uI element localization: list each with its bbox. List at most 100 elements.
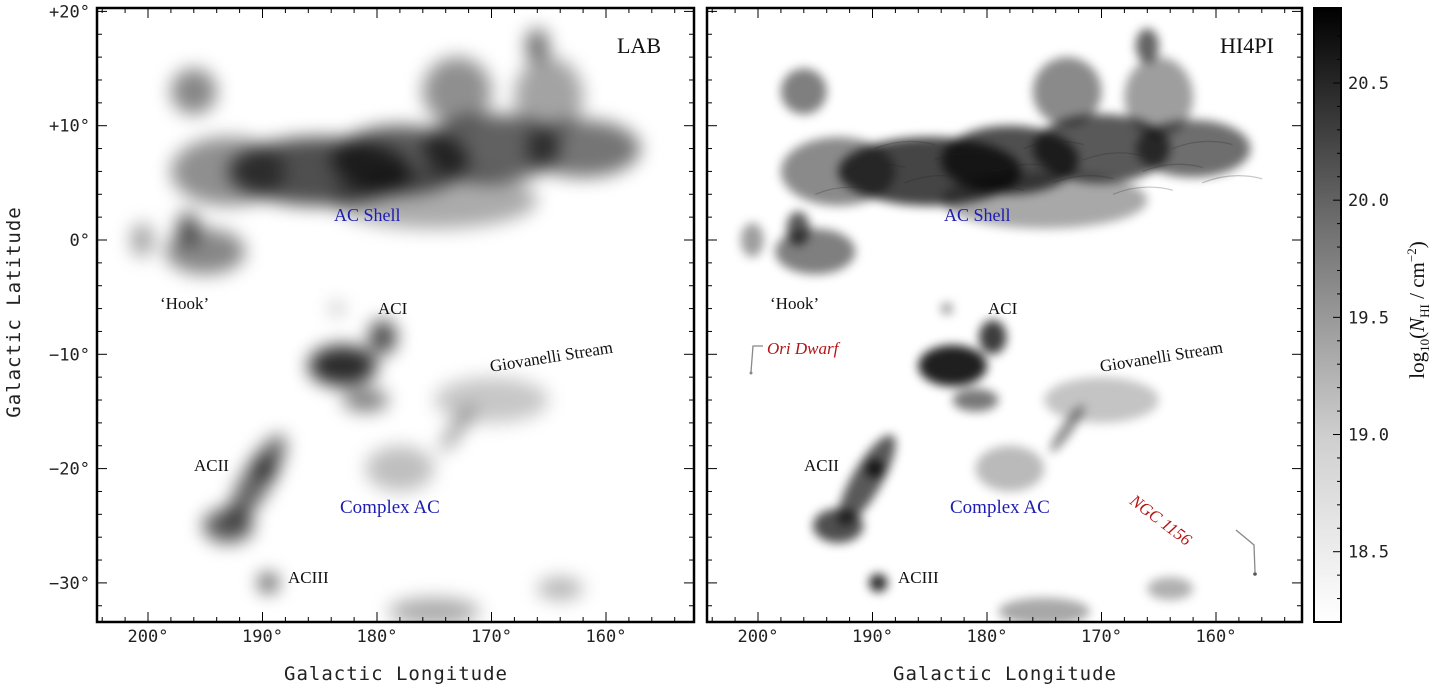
colorbar-label-paren: (	[1404, 331, 1429, 339]
y-tick-label: −10°	[49, 345, 90, 365]
y-tick-label: +20°	[49, 2, 90, 22]
ori-dwarf-marker	[749, 371, 753, 375]
hi-structure-9	[1135, 28, 1159, 63]
hi-structure-8	[780, 68, 827, 115]
label-aciii-left: ACIII	[288, 568, 329, 587]
hi-structure-10	[165, 228, 246, 275]
hi-structure-5	[331, 171, 538, 229]
hi-structure-5	[941, 171, 1148, 229]
ngc1156-marker	[1253, 572, 1257, 576]
hi4pi-map-panel: 200° 190° 180° 170° 160°	[705, 6, 1304, 647]
filament	[993, 163, 1055, 172]
colorbar-tick-label: 20.5	[1348, 74, 1389, 94]
hi-structure-17	[202, 508, 254, 543]
hi-structure-21	[1044, 377, 1159, 423]
panel-title-hi4pi: HI4PI	[1220, 33, 1274, 58]
x-tick-label: 200°	[128, 627, 169, 647]
hi-structure-23	[388, 597, 481, 622]
label-aci-right: ACI	[988, 299, 1018, 318]
x-tick-label: 180°	[967, 627, 1008, 647]
filament	[963, 186, 1025, 195]
ori-dwarf-leader	[750, 345, 763, 373]
filament-detail	[815, 140, 1263, 195]
hi-structure-22	[975, 445, 1045, 492]
label-hook-right: ‘Hook’	[770, 294, 820, 313]
filament	[1023, 140, 1084, 150]
x-tick-label: 160°	[586, 627, 627, 647]
colorbar: 20.5 20.0 19.5 19.0 18.5	[1313, 7, 1389, 623]
hi-structure-12	[130, 222, 154, 258]
label-hook-left: ‘Hook’	[160, 294, 210, 313]
map-image	[130, 28, 641, 622]
hi-structure-21	[434, 377, 549, 423]
x-axis-label-right: Galactic Longitude	[893, 663, 1117, 685]
hi-structure-18	[255, 459, 274, 478]
colorbar-label-close: )	[1404, 241, 1429, 249]
hi-structure-2	[1032, 114, 1171, 183]
map-image	[740, 28, 1263, 622]
hi-structure-9	[525, 28, 549, 63]
hi-structure-2	[422, 114, 561, 183]
label-aciii-right: ACIII	[898, 568, 939, 587]
hi-structure-7	[1124, 57, 1194, 138]
label-ac-shell-right: AC Shell	[944, 205, 1011, 225]
colorbar-label: log10(NHI / cm−2)	[1404, 241, 1433, 379]
hi-structure-16	[837, 434, 896, 526]
hi-structure-25	[331, 302, 343, 315]
hi-structure-19	[869, 573, 888, 593]
label-ac-shell-left: AC Shell	[334, 205, 401, 225]
filament	[874, 140, 935, 150]
colorbar-tick-label: 19.0	[1348, 426, 1389, 446]
colorbar-label-hi: HI	[1417, 304, 1433, 318]
hi-structure-17	[812, 508, 864, 543]
column-density-field	[740, 28, 1251, 622]
y-axis-label: Galactic Latitude	[3, 206, 25, 417]
hi-structure-12	[740, 222, 764, 258]
colorbar-label-unit: / cm	[1404, 262, 1429, 305]
hi-structure-24	[1147, 577, 1194, 601]
x-tick-label: 200°	[738, 627, 779, 647]
hi-structure-11	[786, 211, 810, 246]
hi-structure-15	[342, 388, 389, 412]
column-density-field	[130, 28, 641, 622]
filament	[1172, 140, 1233, 150]
filament	[1202, 175, 1263, 184]
hi-structure-18	[865, 459, 884, 478]
hi-structure-6	[422, 57, 492, 126]
x-tick-label: 170°	[1081, 627, 1122, 647]
hi-structure-19	[259, 573, 278, 593]
x-tick-label: 190°	[852, 627, 893, 647]
hi-structure-13	[918, 345, 988, 387]
label-complex-ac-left: Complex AC	[340, 497, 440, 518]
filament	[1112, 186, 1174, 195]
x-tick-label: 190°	[242, 627, 283, 647]
hi-structure-15	[952, 388, 999, 412]
x-tick-label: 160°	[1196, 627, 1237, 647]
y-tick-label: 0°	[70, 231, 90, 251]
colorbar-tick-label: 19.5	[1348, 308, 1389, 328]
filament	[815, 186, 876, 195]
label-acii-left: ACII	[194, 456, 229, 475]
hi-structure-11	[176, 211, 200, 246]
y-tick-label: −30°	[49, 574, 90, 594]
y-tick-label: +10°	[49, 117, 90, 137]
leader-lines	[749, 345, 1257, 576]
colorbar-gradient	[1313, 7, 1342, 623]
hi-structure-6	[1032, 57, 1102, 126]
hi-structure-22	[365, 445, 435, 492]
hi-structure-7	[514, 57, 584, 138]
y-tick-label: −20°	[49, 460, 90, 480]
hi-structure-10	[775, 228, 856, 275]
hi-structure-13	[308, 345, 377, 387]
panel-frame	[95, 6, 696, 624]
hi-structure-14	[978, 320, 1007, 355]
filament	[1142, 163, 1203, 172]
colorbar-label-log: log	[1404, 351, 1429, 379]
label-complex-ac-right: Complex AC	[950, 497, 1050, 518]
x-tick-label: 170°	[471, 627, 512, 647]
ngc1156-leader	[1235, 529, 1256, 573]
colorbar-tick-label: 20.0	[1348, 191, 1389, 211]
filament	[1053, 175, 1114, 184]
label-aci-left: ACI	[378, 299, 408, 318]
